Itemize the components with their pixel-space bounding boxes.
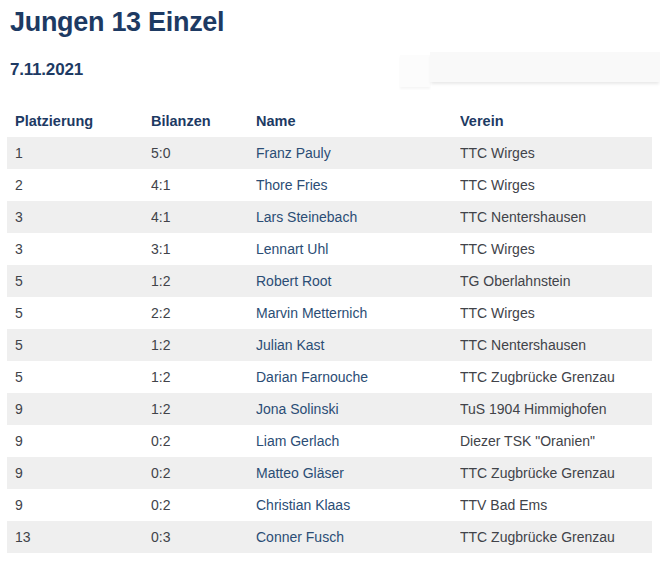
cell-verein: TTV Bad Ems <box>460 497 652 513</box>
page-header: Jungen 13 Einzel 7.11.2021 <box>10 6 224 80</box>
cell-name-link[interactable]: Robert Root <box>256 273 460 289</box>
table-row: 5 2:2 Marvin Metternich TTC Wirges <box>7 297 652 329</box>
cell-name-link[interactable]: Lars Steinebach <box>256 209 460 225</box>
cell-verein: TTC Wirges <box>460 305 652 321</box>
table-header-row: Platzierung Bilanzen Name Verein <box>7 104 652 137</box>
cell-bilanzen: 1:2 <box>151 273 256 289</box>
page-title: Jungen 13 Einzel <box>10 6 224 38</box>
table-row: 13 0:3 Conner Fusch TTC Zugbrücke Grenza… <box>7 521 652 553</box>
page-date: 7.11.2021 <box>10 60 224 80</box>
cell-verein: TG Oberlahnstein <box>460 273 652 289</box>
cell-bilanzen: 4:1 <box>151 177 256 193</box>
table-row: 5 1:2 Julian Kast TTC Nentershausen <box>7 329 652 361</box>
cell-bilanzen: 3:1 <box>151 241 256 257</box>
cell-name-link[interactable]: Conner Fusch <box>256 529 460 545</box>
cell-bilanzen: 2:2 <box>151 305 256 321</box>
header-shadow-artifact-small <box>400 55 430 87</box>
cell-platzierung: 9 <box>15 497 151 513</box>
cell-platzierung: 9 <box>15 401 151 417</box>
cell-bilanzen: 0:2 <box>151 465 256 481</box>
results-table: Platzierung Bilanzen Name Verein 1 5:0 F… <box>7 104 652 553</box>
cell-name-link[interactable]: Christian Klaas <box>256 497 460 513</box>
cell-name-link[interactable]: Franz Pauly <box>256 145 460 161</box>
cell-platzierung: 5 <box>15 369 151 385</box>
table-row: 5 1:2 Robert Root TG Oberlahnstein <box>7 265 652 297</box>
cell-platzierung: 3 <box>15 209 151 225</box>
cell-platzierung: 3 <box>15 241 151 257</box>
table-row: 9 0:2 Christian Klaas TTV Bad Ems <box>7 489 652 521</box>
cell-verein: TTC Nentershausen <box>460 209 652 225</box>
column-header-bilanzen: Bilanzen <box>151 113 256 129</box>
cell-verein: Diezer TSK "Oranien" <box>460 433 652 449</box>
table-row: 9 0:2 Matteo Gläser TTC Zugbrücke Grenza… <box>7 457 652 489</box>
cell-bilanzen: 1:2 <box>151 369 256 385</box>
table-row: 2 4:1 Thore Fries TTC Wirges <box>7 169 652 201</box>
table-row: 9 1:2 Jona Solinski TuS 1904 Himmighofen <box>7 393 652 425</box>
cell-verein: TTC Zugbrücke Grenzau <box>460 529 652 545</box>
column-header-verein: Verein <box>460 113 652 129</box>
cell-verein: TTC Zugbrücke Grenzau <box>460 369 652 385</box>
cell-platzierung: 2 <box>15 177 151 193</box>
cell-platzierung: 9 <box>15 465 151 481</box>
cell-platzierung: 13 <box>15 529 151 545</box>
cell-name-link[interactable]: Jona Solinski <box>256 401 460 417</box>
cell-name-link[interactable]: Thore Fries <box>256 177 460 193</box>
cell-platzierung: 1 <box>15 145 151 161</box>
cell-verein: TTC Wirges <box>460 145 652 161</box>
cell-bilanzen: 0:2 <box>151 433 256 449</box>
cell-platzierung: 5 <box>15 305 151 321</box>
cell-name-link[interactable]: Marvin Metternich <box>256 305 460 321</box>
cell-bilanzen: 1:2 <box>151 401 256 417</box>
cell-platzierung: 9 <box>15 433 151 449</box>
cell-verein: TTC Wirges <box>460 177 652 193</box>
table-row: 3 4:1 Lars Steinebach TTC Nentershausen <box>7 201 652 233</box>
cell-verein: TTC Nentershausen <box>460 337 652 353</box>
table-row: 3 3:1 Lennart Uhl TTC Wirges <box>7 233 652 265</box>
cell-name-link[interactable]: Lennart Uhl <box>256 241 460 257</box>
cell-name-link[interactable]: Matteo Gläser <box>256 465 460 481</box>
table-row: 5 1:2 Darian Farnouche TTC Zugbrücke Gre… <box>7 361 652 393</box>
cell-verein: TuS 1904 Himmighofen <box>460 401 652 417</box>
cell-bilanzen: 1:2 <box>151 337 256 353</box>
table-row: 9 0:2 Liam Gerlach Diezer TSK "Oranien" <box>7 425 652 457</box>
cell-name-link[interactable]: Julian Kast <box>256 337 460 353</box>
header-shadow-artifact <box>430 52 660 82</box>
cell-platzierung: 5 <box>15 273 151 289</box>
cell-bilanzen: 0:3 <box>151 529 256 545</box>
column-header-platzierung: Platzierung <box>15 113 151 129</box>
cell-bilanzen: 0:2 <box>151 497 256 513</box>
table-row: 1 5:0 Franz Pauly TTC Wirges <box>7 137 652 169</box>
cell-verein: TTC Wirges <box>460 241 652 257</box>
cell-name-link[interactable]: Darian Farnouche <box>256 369 460 385</box>
cell-bilanzen: 4:1 <box>151 209 256 225</box>
cell-platzierung: 5 <box>15 337 151 353</box>
cell-verein: TTC Zugbrücke Grenzau <box>460 465 652 481</box>
cell-name-link[interactable]: Liam Gerlach <box>256 433 460 449</box>
column-header-name: Name <box>256 113 460 129</box>
cell-bilanzen: 5:0 <box>151 145 256 161</box>
